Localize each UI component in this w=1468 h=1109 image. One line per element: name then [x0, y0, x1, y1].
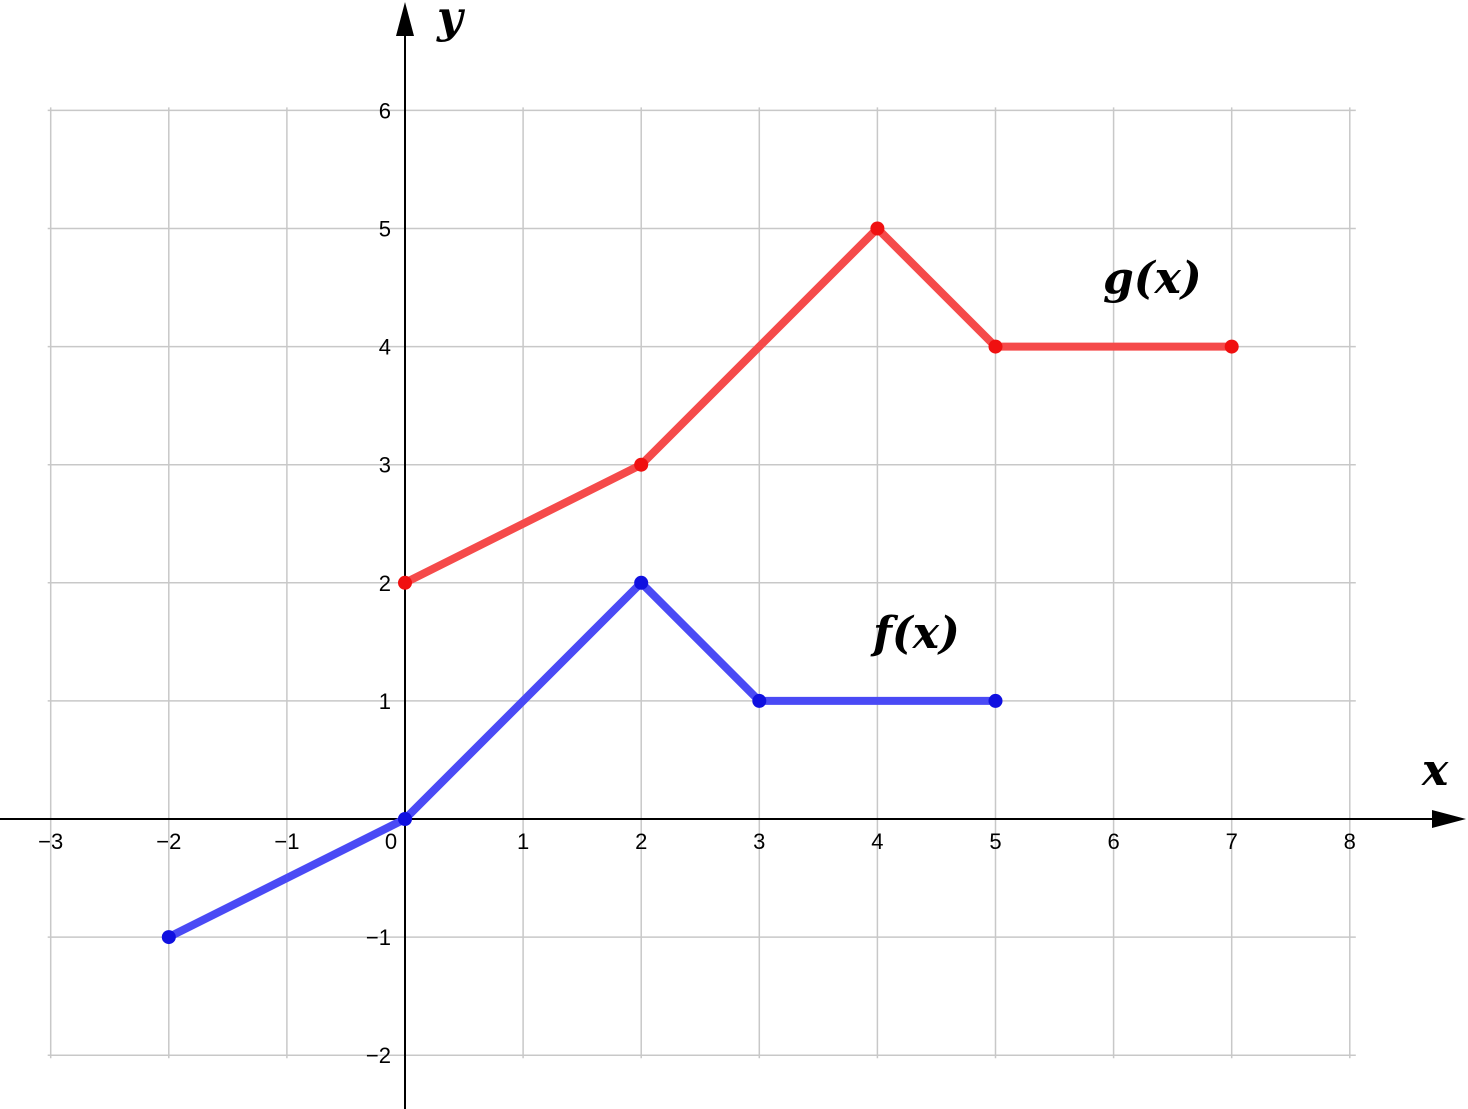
data-point-f — [161, 930, 176, 945]
x-tick-label: 8 — [1344, 829, 1356, 854]
x-tick-label: −2 — [156, 829, 181, 854]
tick-labels: −3 −2 −1 0 1 2 3 4 5 6 7 8 −2 −1 1 2 3 4 5 6 — [38, 98, 1356, 1068]
x-tick-label: 4 — [871, 829, 883, 854]
y-tick-label: −1 — [366, 925, 391, 950]
y-tick-label: 2 — [379, 571, 391, 596]
y-axis-label: y — [436, 0, 466, 43]
x-tick-label: 6 — [1107, 829, 1119, 854]
y-tick-label: 3 — [379, 453, 391, 478]
data-point-f — [634, 575, 649, 590]
y-axis-arrow — [396, 2, 414, 36]
x-tick-label: 3 — [753, 829, 765, 854]
series-group — [161, 221, 1239, 945]
x-axis-label: x — [1421, 745, 1449, 796]
y-tick-label: 4 — [379, 335, 391, 360]
x-tick-label: −3 — [38, 829, 63, 854]
data-point-f — [752, 693, 767, 708]
y-tick-label: 1 — [379, 689, 391, 714]
x-tick-label: 1 — [517, 829, 529, 854]
y-tick-label: −2 — [366, 1043, 391, 1068]
x-tick-label: 0 — [385, 829, 397, 854]
data-point-g — [870, 221, 885, 236]
y-tick-label: 5 — [379, 217, 391, 242]
data-point-g — [1224, 339, 1239, 354]
x-tick-label: −1 — [274, 829, 299, 854]
series-label-g: g(x) — [1103, 253, 1202, 304]
data-point-g — [634, 457, 649, 472]
series-label-f: f(x) — [870, 608, 960, 659]
x-tick-label: 7 — [1226, 829, 1238, 854]
grid — [47, 107, 1356, 1059]
x-tick-label: 2 — [635, 829, 647, 854]
x-axis-arrow — [1432, 810, 1466, 828]
data-point-f — [988, 693, 1003, 708]
y-tick-label: 6 — [379, 98, 391, 123]
x-tick-label: 5 — [989, 829, 1001, 854]
data-point-g — [988, 339, 1003, 354]
series-line-f — [164, 578, 1000, 942]
data-point-g — [398, 575, 412, 590]
data-point-f — [398, 812, 412, 826]
